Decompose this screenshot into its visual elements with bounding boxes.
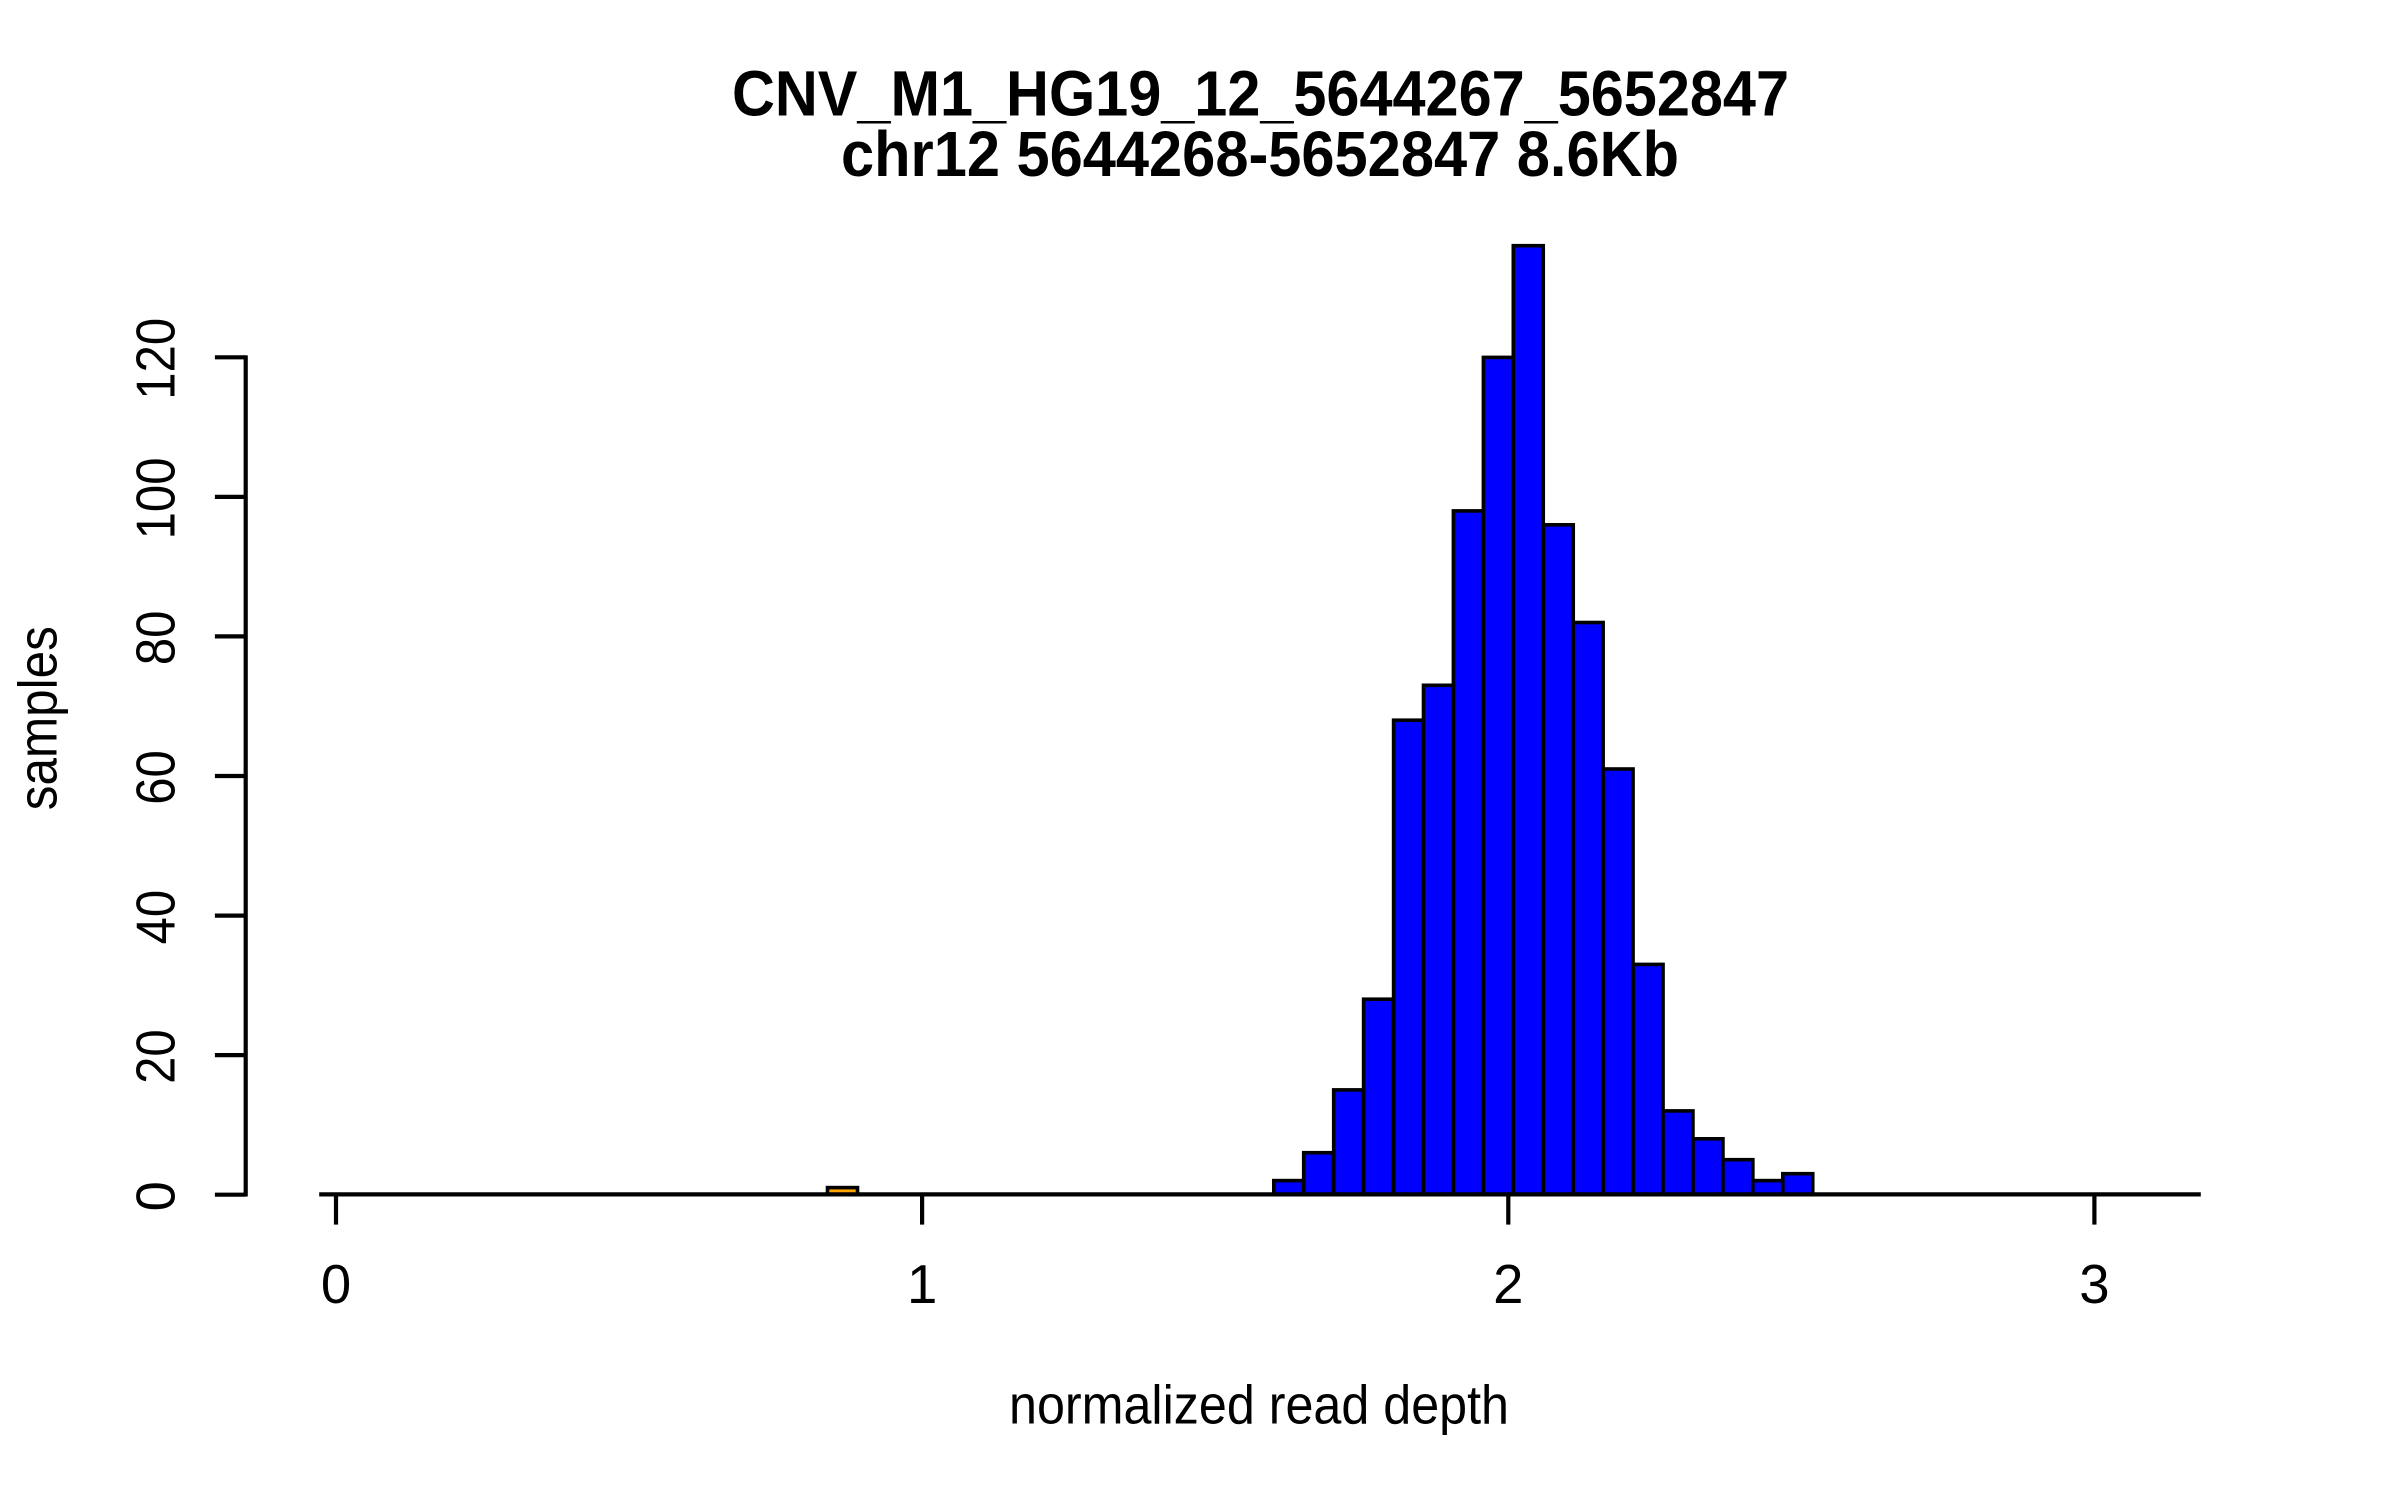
- svg-text:1: 1: [907, 1254, 937, 1315]
- svg-text:2: 2: [1493, 1254, 1523, 1315]
- svg-text:samples: samples: [7, 626, 68, 810]
- svg-text:3: 3: [2079, 1254, 2109, 1315]
- svg-text:100: 100: [126, 457, 187, 539]
- svg-text:0: 0: [321, 1254, 351, 1315]
- svg-text:CNV_M1_HG19_12_5644267_5652847: CNV_M1_HG19_12_5644267_5652847: [732, 57, 1789, 129]
- svg-text:40: 40: [126, 890, 187, 945]
- svg-text:chr12 5644268-5652847 8.6Kb: chr12 5644268-5652847 8.6Kb: [841, 118, 1679, 190]
- svg-text:20: 20: [126, 1029, 187, 1084]
- svg-text:60: 60: [126, 750, 187, 805]
- svg-text:normalized read depth: normalized read depth: [1009, 1375, 1509, 1436]
- svg-text:80: 80: [126, 611, 187, 666]
- svg-text:0: 0: [126, 1181, 187, 1211]
- svg-text:120: 120: [126, 318, 187, 400]
